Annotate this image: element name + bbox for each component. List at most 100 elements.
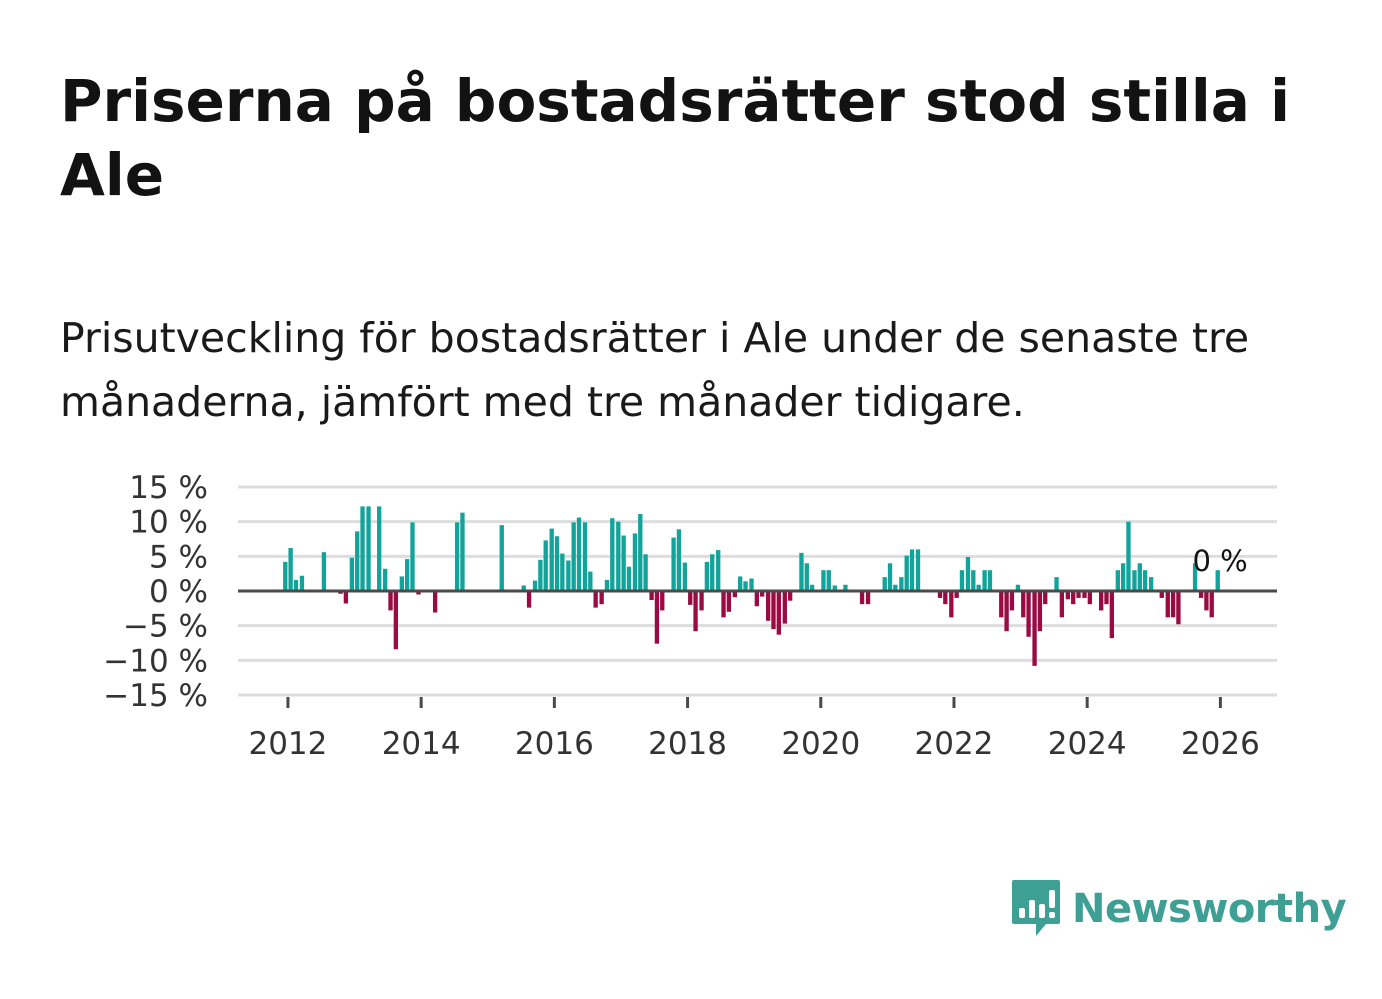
bar [1087, 591, 1093, 605]
bar [1065, 591, 1071, 600]
bar [554, 536, 560, 591]
newsworthy-bars-icon [1012, 880, 1060, 936]
bar [976, 584, 981, 591]
bar [499, 525, 504, 591]
bar [349, 557, 355, 591]
bar [909, 549, 915, 591]
bar [1132, 570, 1137, 591]
bar [649, 591, 654, 601]
bar [366, 506, 371, 591]
bar [809, 584, 815, 591]
bar [393, 591, 399, 650]
bar [859, 591, 865, 605]
bar [804, 563, 809, 591]
x-tick-label: 2016 [515, 726, 594, 762]
bar [965, 557, 971, 591]
bar [454, 522, 460, 591]
bar [937, 591, 943, 598]
y-tick-label: 15 % [129, 470, 208, 506]
bar [299, 575, 305, 591]
bar [915, 549, 921, 591]
bar [721, 591, 726, 618]
bar [754, 591, 759, 607]
bar [388, 591, 393, 611]
bar [1032, 591, 1037, 666]
bar [654, 591, 660, 644]
bar [460, 512, 465, 591]
y-axis-ticks: 15 %10 %5 %0 %−5 %−10 %−15 % [103, 470, 208, 714]
bar [593, 591, 598, 608]
bar [843, 584, 848, 591]
bar [943, 591, 948, 605]
y-tick-label: 10 % [129, 505, 208, 541]
bar [560, 553, 565, 591]
bar [1099, 591, 1104, 611]
bar [743, 581, 748, 591]
bar [954, 591, 959, 598]
bar [1004, 591, 1009, 632]
bar [893, 584, 898, 591]
bar [821, 570, 826, 591]
y-tick-label: −5 % [123, 609, 208, 645]
bar [588, 571, 593, 591]
bar [1104, 591, 1109, 605]
latest-value-label: 0 % [1192, 544, 1247, 578]
bar [999, 591, 1004, 618]
bar [1120, 563, 1126, 591]
bar [410, 522, 415, 591]
bar [1137, 563, 1142, 591]
bar [738, 576, 743, 591]
bar [405, 559, 410, 591]
bar [610, 518, 615, 591]
bar [621, 535, 626, 591]
bars [283, 506, 1220, 666]
bar [726, 591, 732, 612]
bar [959, 570, 965, 591]
bar [1165, 591, 1170, 618]
bar [682, 562, 688, 591]
bar [1198, 591, 1204, 598]
x-tick-label: 2012 [248, 726, 327, 762]
bar [643, 554, 648, 591]
bar [1026, 591, 1031, 637]
newsworthy-logo: Newsworthy [1010, 878, 1347, 940]
bar [399, 576, 405, 591]
x-tick-label: 2026 [1181, 726, 1260, 762]
bar [1054, 577, 1059, 591]
bar [782, 591, 787, 624]
bar [1142, 570, 1148, 591]
x-tick-label: 2018 [648, 726, 727, 762]
bar [1192, 563, 1198, 591]
bar [571, 522, 576, 591]
bar [716, 550, 721, 591]
y-tick-label: 0 % [149, 574, 208, 610]
bar [604, 579, 610, 591]
bar [776, 591, 781, 635]
bar [699, 591, 704, 611]
bar [693, 591, 698, 632]
bar [355, 531, 360, 591]
bar [343, 591, 349, 604]
bar [1059, 591, 1065, 618]
bar [1021, 591, 1026, 618]
bar [771, 591, 776, 630]
bar [1215, 570, 1220, 591]
bar [1159, 591, 1164, 598]
bar [1204, 591, 1209, 611]
bar [899, 577, 904, 591]
bar [765, 591, 771, 621]
y-tick-label: −10 % [103, 643, 208, 679]
bar [1209, 591, 1214, 618]
bar [704, 561, 710, 591]
bar [377, 506, 382, 591]
bar [1148, 577, 1154, 591]
bar [1109, 591, 1114, 639]
bar [532, 580, 538, 591]
bar [787, 591, 793, 601]
x-axis-ticks: 2012 2014 2016 2018 2020 2022 2024 2026 [248, 697, 1260, 762]
bar [882, 577, 887, 591]
bar [1082, 591, 1087, 598]
y-tick-label: 5 % [149, 539, 208, 575]
bar [582, 522, 588, 591]
bar [982, 570, 987, 591]
